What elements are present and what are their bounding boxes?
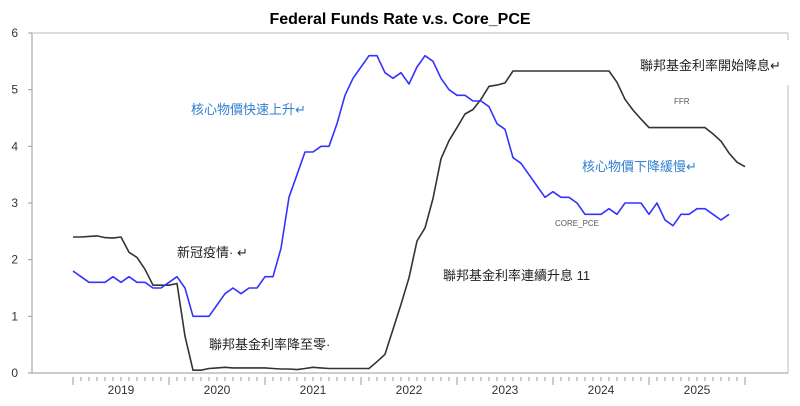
plot-frame [31, 32, 789, 374]
annotation-rate-to-zero: 聯邦基金利率降至零· [209, 337, 330, 352]
y-tick-label: 5 [11, 83, 18, 97]
x-tick-label: 2020 [204, 383, 231, 397]
x-tick-label: 2023 [492, 383, 519, 397]
x-tick-label: 2024 [588, 383, 615, 397]
y-tick-label: 3 [11, 196, 18, 210]
y-tick-label: 1 [11, 309, 18, 323]
x-tick-label: 2021 [300, 383, 327, 397]
series-label-core-pce: CORE_PCE [555, 219, 599, 228]
x-tick-label: 2019 [108, 383, 135, 397]
annotation-core-slow-decline: 核心物價下降緩慢↵ [582, 159, 697, 174]
series-label-ffr: FFR [674, 97, 690, 106]
x-tick-label: 2025 [684, 383, 711, 397]
y-tick-label: 6 [11, 26, 18, 40]
annotation-rate-hikes: 聯邦基金利率連續升息 11 [443, 268, 590, 283]
series-line-ffr [73, 70, 746, 371]
y-tick-label: 2 [11, 253, 18, 267]
annotation-covid: 新冠疫情· ↵ [177, 245, 248, 260]
y-tick-label: 0 [11, 366, 18, 380]
series-line-core-pce [72, 54, 730, 318]
x-tick-label: 2022 [396, 383, 423, 397]
y-tick-label: 4 [11, 139, 18, 153]
annotation-rate-cuts: 聯邦基金利率開始降息↵ [640, 58, 781, 73]
chart-title: Federal Funds Rate v.s. Core_PCE [269, 11, 530, 28]
annotation-core-rise: 核心物價快速上升↵ [191, 102, 306, 117]
